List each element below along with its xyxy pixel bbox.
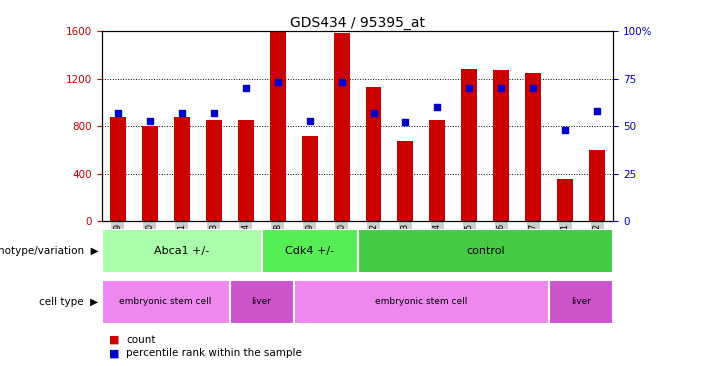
Text: genotype/variation  ▶: genotype/variation ▶ <box>0 246 98 256</box>
Bar <box>102 280 230 324</box>
Text: count: count <box>126 335 156 345</box>
Bar <box>261 229 358 273</box>
Point <box>208 110 219 116</box>
Text: Cdk4 +/-: Cdk4 +/- <box>285 246 334 256</box>
Point <box>144 117 155 123</box>
Bar <box>109 117 125 221</box>
Text: ■: ■ <box>109 335 119 345</box>
Bar <box>238 120 254 221</box>
Point <box>336 79 347 85</box>
Bar <box>550 280 613 324</box>
Bar <box>461 69 477 221</box>
Bar <box>301 136 318 221</box>
Bar <box>334 34 350 221</box>
Point <box>592 108 603 114</box>
Bar <box>557 179 573 221</box>
Point <box>272 79 283 85</box>
Bar <box>205 120 222 221</box>
Bar <box>358 229 613 273</box>
Text: embryonic stem cell: embryonic stem cell <box>119 298 212 306</box>
Point <box>432 104 443 110</box>
Text: liver: liver <box>571 298 592 306</box>
Text: liver: liver <box>252 298 271 306</box>
Bar <box>397 141 414 221</box>
Bar <box>174 117 189 221</box>
Point <box>176 110 187 116</box>
Point <box>560 127 571 133</box>
Point <box>496 85 507 91</box>
Point <box>368 110 379 116</box>
Bar <box>365 87 381 221</box>
Text: percentile rank within the sample: percentile rank within the sample <box>126 348 302 358</box>
Title: GDS434 / 95395_at: GDS434 / 95395_at <box>290 16 425 30</box>
Point <box>400 120 411 126</box>
Bar <box>270 31 285 221</box>
Bar <box>494 70 510 221</box>
Bar <box>294 280 550 324</box>
Point <box>464 85 475 91</box>
Point <box>528 85 539 91</box>
Text: control: control <box>466 246 505 256</box>
Text: ■: ■ <box>109 348 119 358</box>
Text: cell type  ▶: cell type ▶ <box>39 297 98 307</box>
Bar <box>430 120 445 221</box>
Bar <box>102 229 261 273</box>
Bar <box>142 126 158 221</box>
Text: embryonic stem cell: embryonic stem cell <box>375 298 468 306</box>
Bar <box>590 150 606 221</box>
Point <box>112 110 123 116</box>
Point <box>240 85 251 91</box>
Text: Abca1 +/-: Abca1 +/- <box>154 246 209 256</box>
Bar <box>230 280 294 324</box>
Bar <box>526 73 541 221</box>
Point <box>304 117 315 123</box>
